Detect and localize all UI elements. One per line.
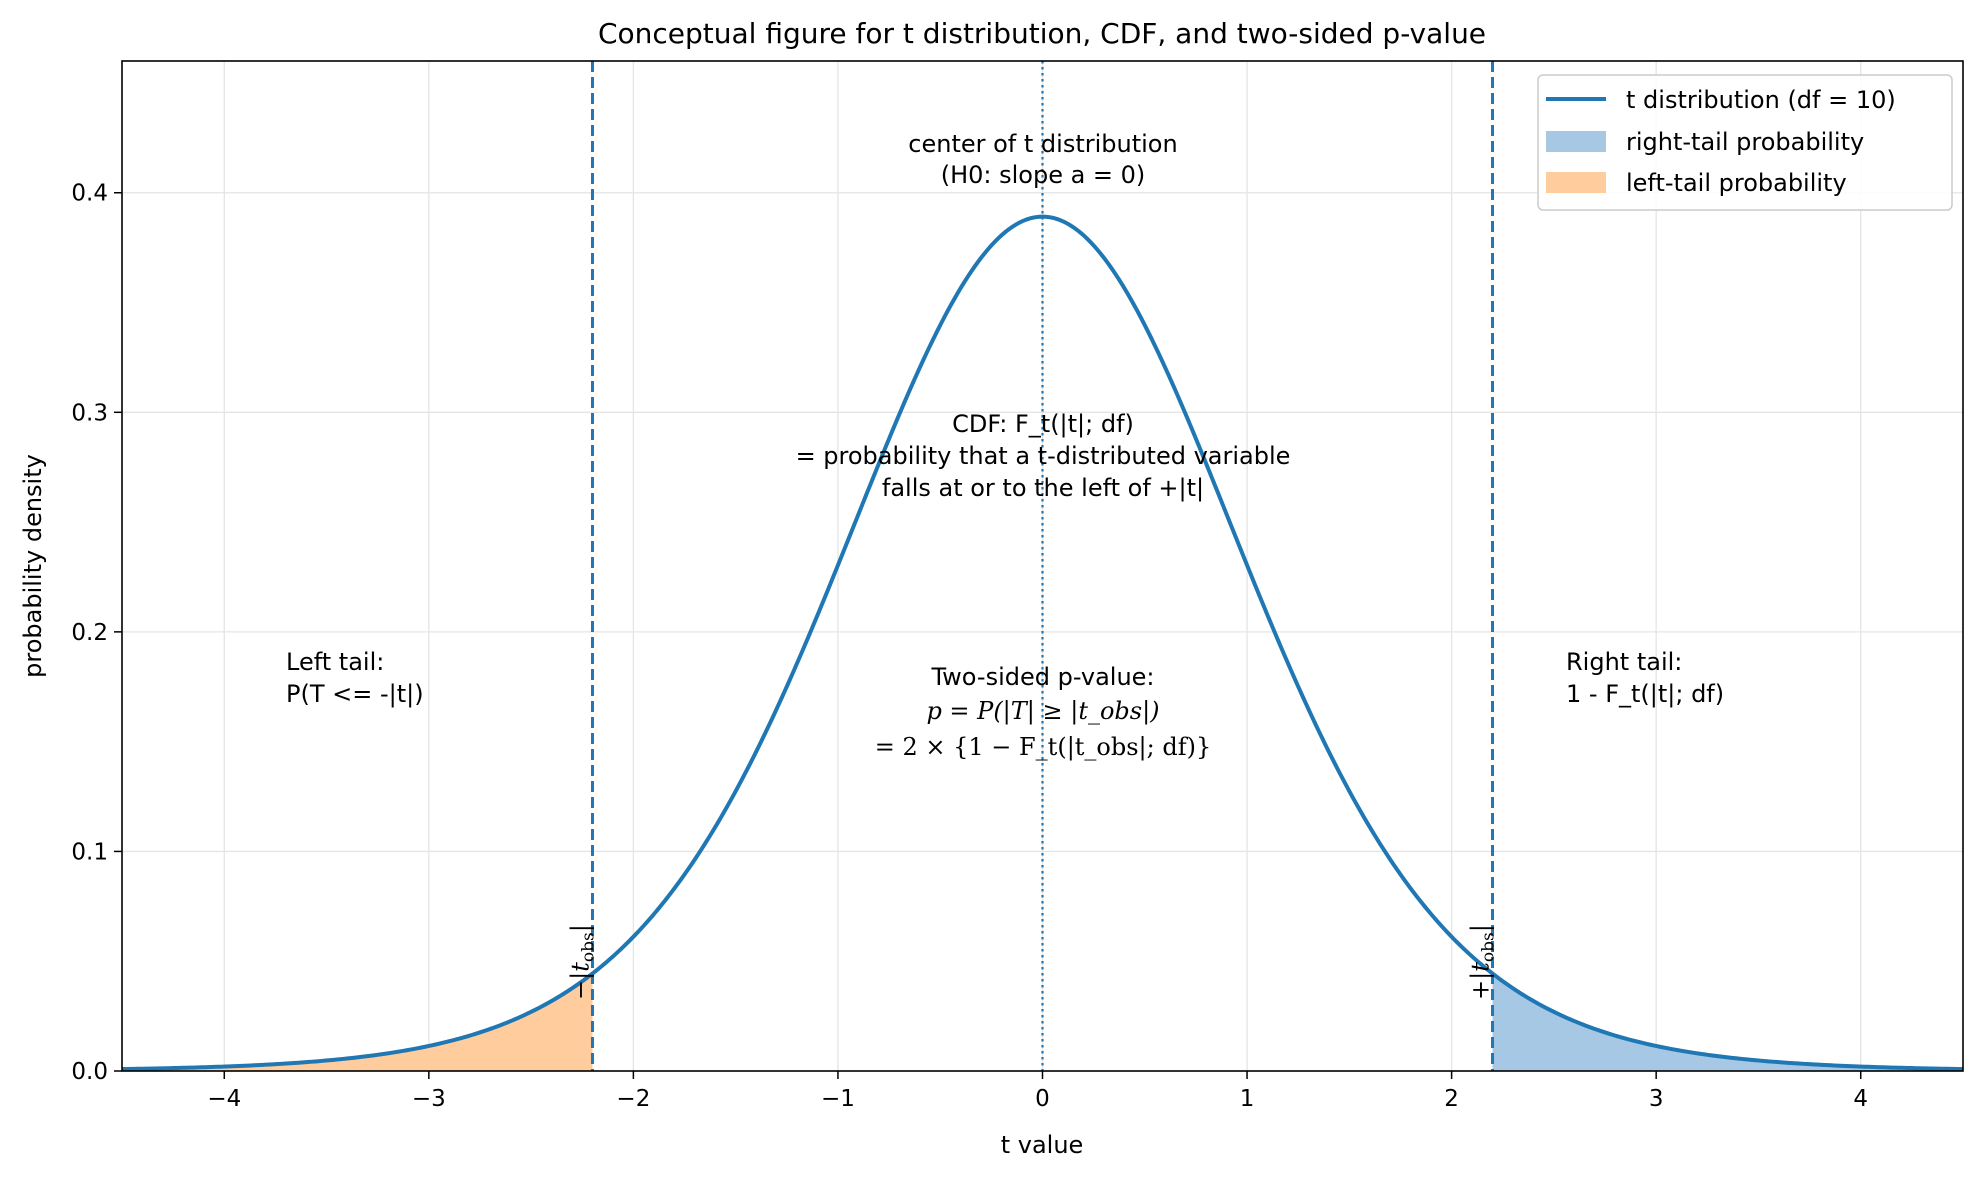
legend-label-left-tail: left-tail probability (1626, 169, 1847, 197)
x-tick-label: 4 (1853, 1086, 1868, 1112)
annotation-left-tail: Left tail: P(T <= -|t|) (286, 648, 424, 708)
p-value-formula: p = P(|T| ≥ |t_obs|) (926, 697, 1159, 726)
x-tick-label: −1 (821, 1086, 855, 1112)
x-axis-label: t value (1001, 1131, 1084, 1159)
y-tick-label: 0.2 (71, 620, 108, 646)
annotation-right-tail-line-1: Right tail: (1566, 648, 1682, 676)
x-tick-label: 3 (1649, 1086, 1664, 1112)
tail-fills (122, 973, 1963, 1071)
legend-label-right-tail: right-tail probability (1626, 128, 1864, 156)
annotation-center-line-1: center of t distribution (908, 130, 1177, 158)
reference-lines (590, 61, 1495, 1071)
axis-ticks: −4 −3 −2 −1 0 1 2 3 4 0.0 0.1 0.2 0.3 0.4 (71, 181, 1868, 1112)
vline-label-plus: +|tobs| (1467, 924, 1499, 1000)
x-tick-label: 2 (1444, 1086, 1459, 1112)
annotation-p-value-line-3: = 2 × {1 − F_t(|t_obs|; df)} (875, 733, 1211, 762)
annotation-p-value: Two-sided p-value: p = P(|T| ≥ |t_obs|) … (875, 663, 1211, 762)
y-tick-label: 0.4 (71, 181, 108, 207)
annotation-cdf-line-2: = probability that a t-distributed varia… (796, 442, 1291, 470)
vline-labels: −|tobs| +|tobs| (566, 924, 1498, 1000)
annotation-center: center of t distribution (H0: slope a = … (908, 130, 1177, 189)
annotation-left-tail-line-1: Left tail: (286, 648, 384, 676)
x-tick-label: −4 (207, 1086, 241, 1112)
chart-title: Conceptual figure for t distribution, CD… (598, 17, 1486, 50)
right-tail-fill (1492, 973, 1963, 1071)
y-tick-label: 0.3 (71, 400, 108, 426)
left-tail-fill (122, 973, 593, 1071)
x-tick-label: −2 (616, 1086, 650, 1112)
legend-box (1537, 74, 1953, 211)
annotation-cdf-line-3: falls at or to the left of +|t| (882, 474, 1204, 502)
x-tick-label: 0 (1035, 1086, 1050, 1112)
y-tick-label: 0.0 (71, 1059, 108, 1085)
annotation-center-line-2: (H0: slope a = 0) (941, 161, 1146, 189)
annotation-p-value-line-2: p = P(|T| ≥ |t_obs|) (926, 697, 1159, 726)
annotation-right-tail: Right tail: 1 - F_t(|t|; df) (1566, 648, 1724, 708)
y-axis-label: probability density (19, 454, 47, 678)
legend-label-curve: t distribution (df = 10) (1626, 86, 1896, 114)
density-curve (122, 214, 1963, 1071)
x-tick-label: −3 (412, 1086, 446, 1112)
annotation-left-tail-line-2: P(T <= -|t|) (286, 680, 424, 708)
x-tick-label: 1 (1240, 1086, 1255, 1112)
y-tick-label: 0.1 (71, 839, 108, 865)
p-value-cdf-formula: = 2 × {1 − F_t(|t_obs|; df)} (875, 733, 1211, 762)
legend-swatch-right-tail (1546, 131, 1606, 152)
annotation-p-value-line-1: Two-sided p-value: (930, 663, 1154, 691)
vline-label-minus: −|tobs| (566, 924, 598, 1000)
density-curve-group (122, 214, 1963, 1071)
legend: t distribution (df = 10) right-tail prob… (1537, 74, 1953, 211)
legend-swatch-left-tail (1546, 172, 1606, 193)
annotation-right-tail-line-2: 1 - F_t(|t|; df) (1566, 680, 1724, 708)
annotation-cdf-line-1: CDF: F_t(|t|; df) (952, 410, 1134, 438)
annotation-cdf: CDF: F_t(|t|; df) = probability that a t… (796, 410, 1291, 502)
